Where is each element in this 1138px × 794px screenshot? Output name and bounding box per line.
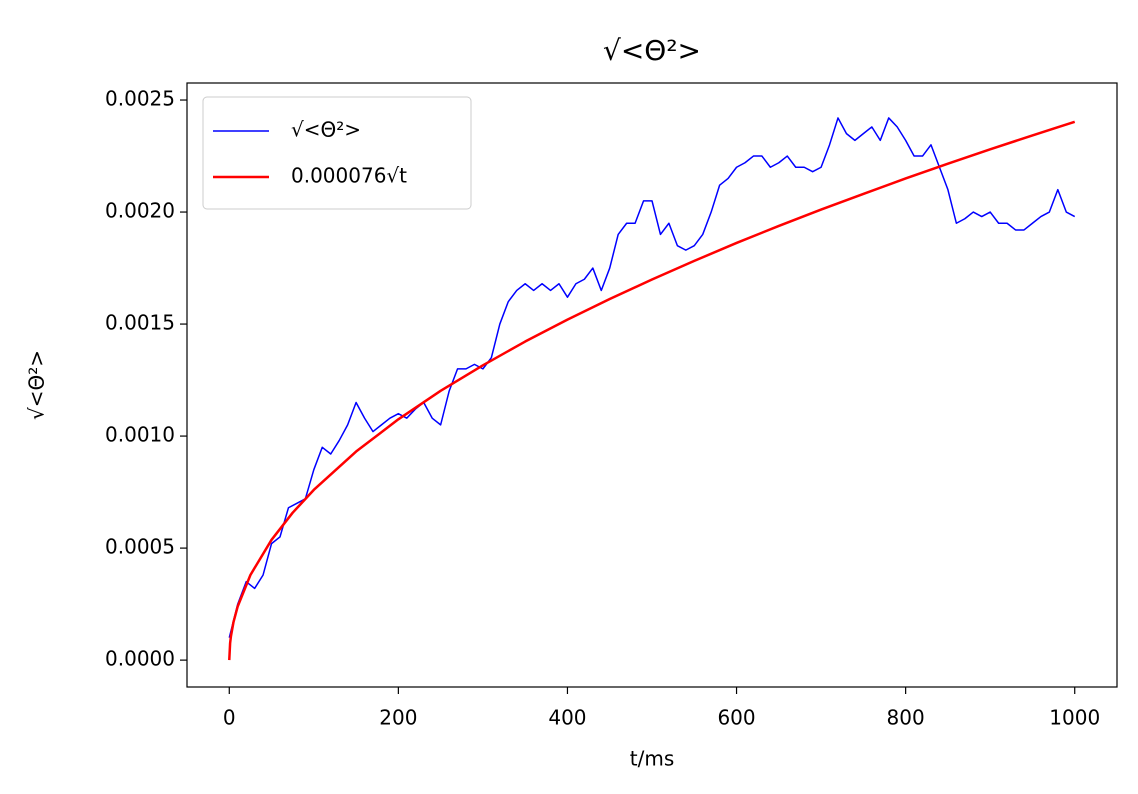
y-tick-label: 0.0025 bbox=[105, 87, 175, 111]
chart-title: √<Θ²> bbox=[603, 34, 701, 67]
y-tick-label: 0.0005 bbox=[105, 535, 175, 559]
x-axis-label: t/ms bbox=[630, 747, 674, 771]
x-tick-label: 0 bbox=[223, 706, 236, 730]
y-tick-label: 0.0010 bbox=[105, 423, 175, 447]
x-tick-label: 200 bbox=[379, 706, 417, 730]
y-tick-label: 0.0020 bbox=[105, 199, 175, 223]
data-line bbox=[228, 117, 1076, 638]
x-tick-label: 800 bbox=[887, 706, 925, 730]
x-tick-label: 600 bbox=[717, 706, 755, 730]
x-tick-label: 400 bbox=[548, 706, 586, 730]
data-line bbox=[228, 120, 1076, 661]
legend-label: 0.000076√t bbox=[291, 164, 407, 188]
y-tick-label: 0.0015 bbox=[105, 311, 175, 335]
x-tick-label: 1000 bbox=[1049, 706, 1100, 730]
y-axis-label: √<Θ²> bbox=[25, 350, 49, 420]
plot-frame bbox=[186, 82, 1118, 688]
legend-label: √<Θ²> bbox=[291, 118, 361, 142]
y-tick-label: 0.0000 bbox=[105, 647, 175, 671]
legend-box bbox=[202, 96, 472, 210]
legend: √<Θ²> 0.000076√t bbox=[202, 96, 472, 210]
